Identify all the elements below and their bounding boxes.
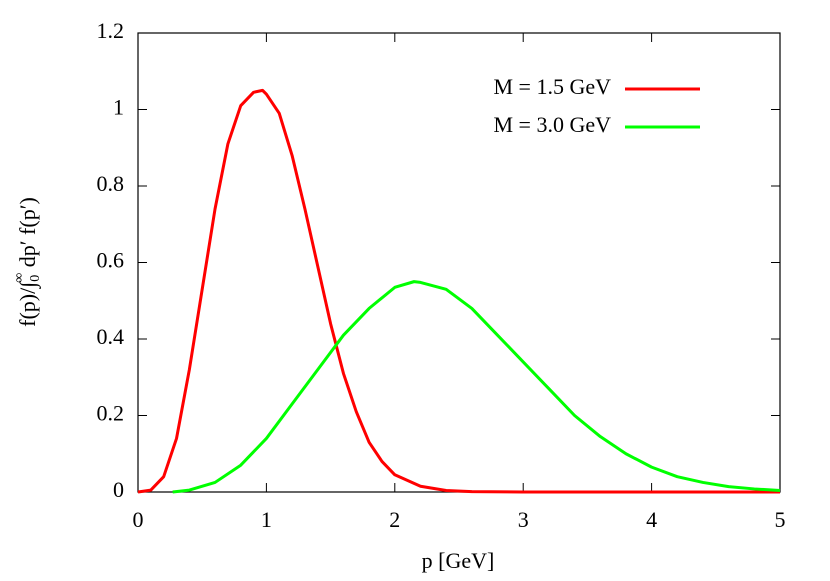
x-tick-label: 3 [518,507,529,532]
plot-frame [137,32,781,493]
x-tick-label: 5 [775,507,786,532]
legend-label: M = 3.0 GeV [493,112,611,137]
y-tick-label: 0.4 [97,324,125,349]
y-tick-label: 1.2 [97,18,125,43]
y-label-sub: 0 [28,275,43,282]
y-tick-label: 0.8 [97,171,125,196]
y-axis-label: f(p)/∫0∞ dp′ f(p′) [12,197,43,327]
data-line [137,88,780,494]
data-line [172,280,781,494]
y-tick-label: 0 [113,477,124,502]
x-tick-label: 1 [261,507,272,532]
y-tick-label: 1 [113,95,124,120]
y-tick-label: 0.6 [97,248,125,273]
x-axis-label: p [GeV] [422,548,495,573]
y-label-sup: ∞ [12,273,27,283]
x-tick-label: 4 [646,507,657,532]
y-label-rest: dp′ f(p′) [15,197,40,273]
legend-label: M = 1.5 GeV [493,74,611,99]
x-tick-label: 2 [389,507,400,532]
y-label-main: f(p)/∫ [15,280,41,327]
y-tick-label: 0.2 [97,401,125,426]
x-tick-label: 0 [133,507,144,532]
